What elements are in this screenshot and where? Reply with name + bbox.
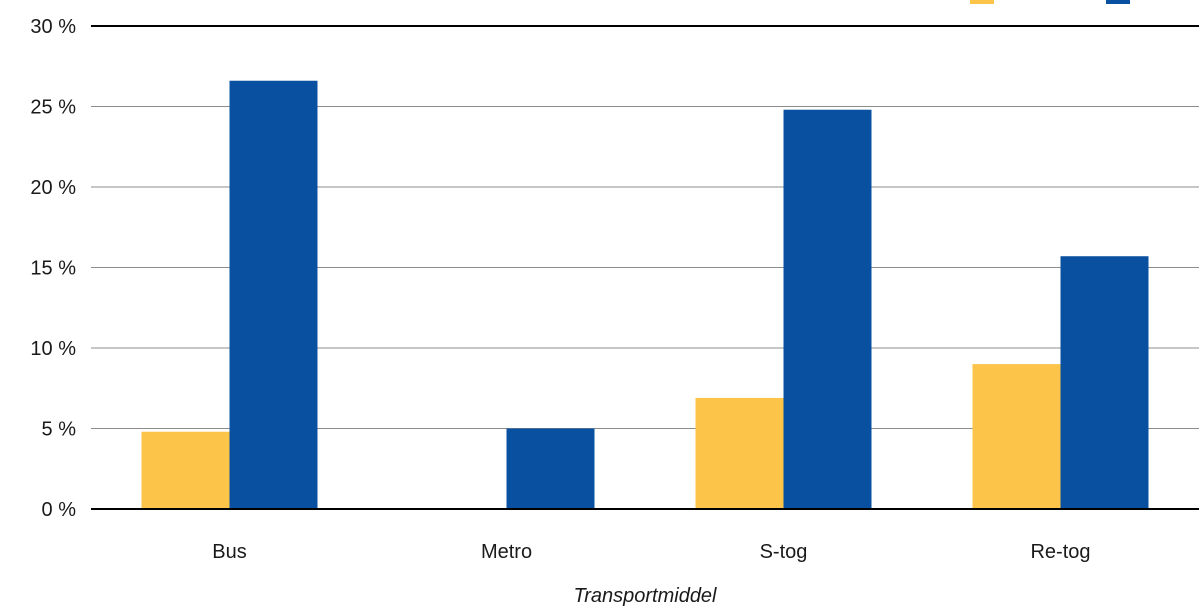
y-tick-label: 15 % xyxy=(30,258,76,280)
x-axis-title: Transportmiddel xyxy=(573,585,717,607)
x-tick-label: Re-tog xyxy=(1030,541,1090,563)
x-tick-label: Metro xyxy=(481,541,532,563)
bar xyxy=(141,431,230,509)
legend-swatch xyxy=(1106,0,1130,4)
labels: 0 % 5 % 10 % 15 % 20 % 25 % 30 % Bus Metro S-tog R… xyxy=(30,0,1130,563)
bar xyxy=(695,397,784,509)
legend-swatch xyxy=(970,0,994,4)
y-tick-label: 10 % xyxy=(30,338,76,360)
x-tick-label: Bus xyxy=(212,541,246,563)
bar xyxy=(1060,256,1149,509)
x-tick-label: S-tog xyxy=(760,541,808,563)
y-tick-label: 25 % xyxy=(30,97,76,119)
bar-group xyxy=(141,80,1149,510)
y-tick-label: 20 % xyxy=(30,177,76,199)
y-tick-label: 30 % xyxy=(30,16,76,38)
bar xyxy=(783,109,872,509)
bar xyxy=(506,428,595,509)
bar xyxy=(229,80,318,510)
bar xyxy=(972,364,1061,509)
y-tick-label: 0 % xyxy=(42,499,77,521)
y-tick-label: 5 % xyxy=(42,419,77,441)
